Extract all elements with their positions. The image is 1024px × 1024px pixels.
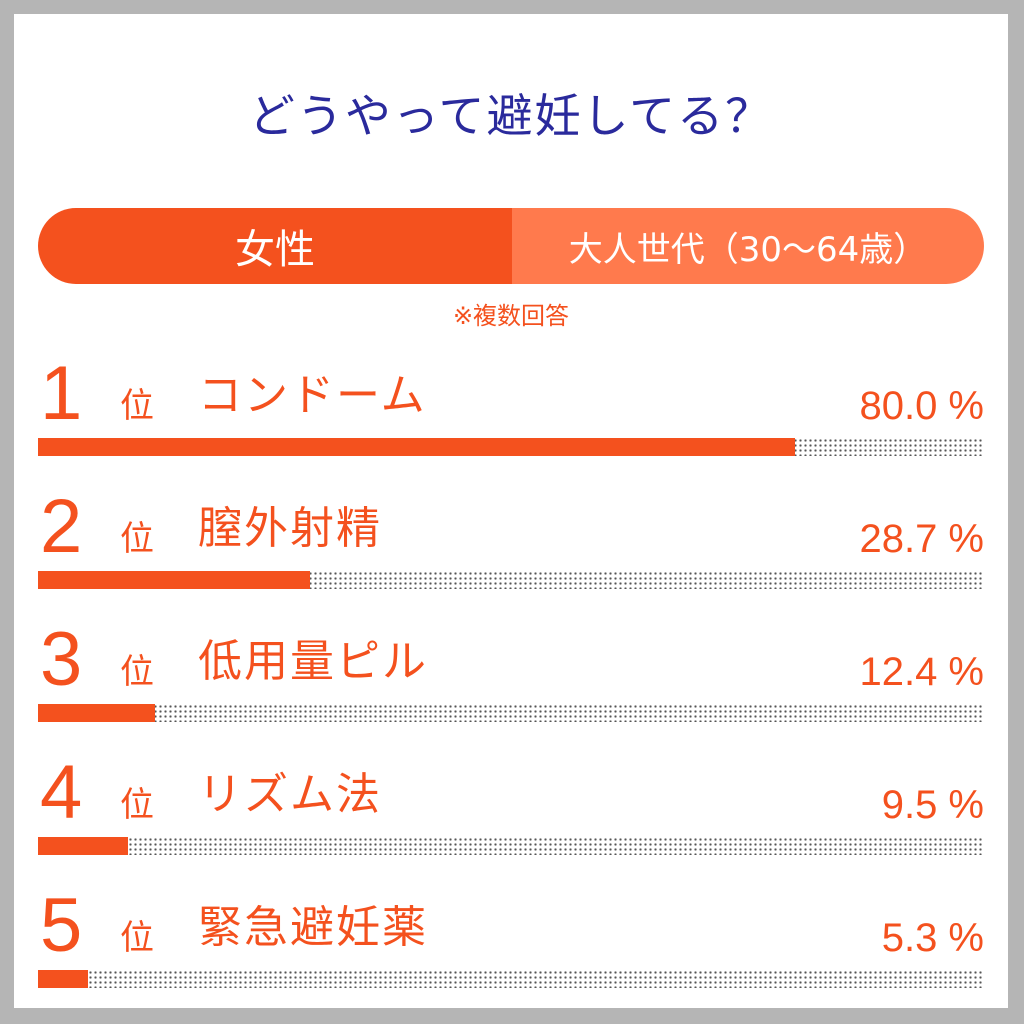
category-label: 緊急避妊薬 (198, 902, 428, 953)
rank-number: 3 (40, 617, 83, 702)
category-label: リズム法 (198, 769, 382, 820)
rank-suffix: 位 (120, 785, 154, 825)
category-label: 膣外射精 (198, 503, 382, 554)
bar (38, 837, 128, 855)
bar (38, 571, 310, 589)
rank-number: 1 (40, 351, 83, 436)
bar-track (38, 438, 984, 456)
rank-suffix: 位 (120, 386, 154, 426)
rank-suffix: 位 (120, 918, 154, 958)
rank-number: 2 (40, 484, 83, 569)
ranking-row: 1 位 コンドーム 80.0 % (38, 352, 984, 462)
ranking-row: 2 位 膣外射精 28.7 % (38, 485, 984, 595)
multiple-answer-note: ※複数回答 (452, 302, 570, 330)
bar (38, 704, 155, 722)
rank-suffix: 位 (120, 652, 154, 692)
rank-suffix: 位 (120, 519, 154, 559)
segment-age-group: 大人世代（30〜64歳） (512, 208, 984, 284)
value-label: 5.3 % (881, 916, 984, 960)
value-label: 12.4 % (859, 650, 984, 694)
ranking-row: 3 位 低用量ピル 12.4 % (38, 618, 984, 728)
bar-track (38, 837, 984, 855)
bar (38, 970, 88, 988)
chart-title: どうやって避妊してる？ (248, 89, 774, 143)
segment-header: 女性 大人世代（30〜64歳） (38, 208, 984, 284)
bar-track (38, 571, 984, 589)
ranking-row: 4 位 リズム法 9.5 % (38, 751, 984, 861)
value-label: 9.5 % (881, 783, 984, 827)
rank-number: 5 (40, 883, 83, 968)
category-label: 低用量ピル (198, 636, 428, 687)
bar (38, 438, 795, 456)
ranking-row: 5 位 緊急避妊薬 5.3 % (38, 884, 984, 994)
chart-card: どうやって避妊してる？ 女性 大人世代（30〜64歳） ※複数回答 1 位コンドー… (14, 14, 1008, 1008)
bar-track (38, 970, 984, 988)
rank-number: 4 (40, 750, 83, 835)
value-label: 28.7 % (859, 517, 984, 561)
category-label: コンドーム (198, 370, 427, 421)
bar-track (38, 704, 984, 722)
segment-gender: 女性 (38, 208, 512, 284)
value-label: 80.0 % (859, 384, 984, 428)
